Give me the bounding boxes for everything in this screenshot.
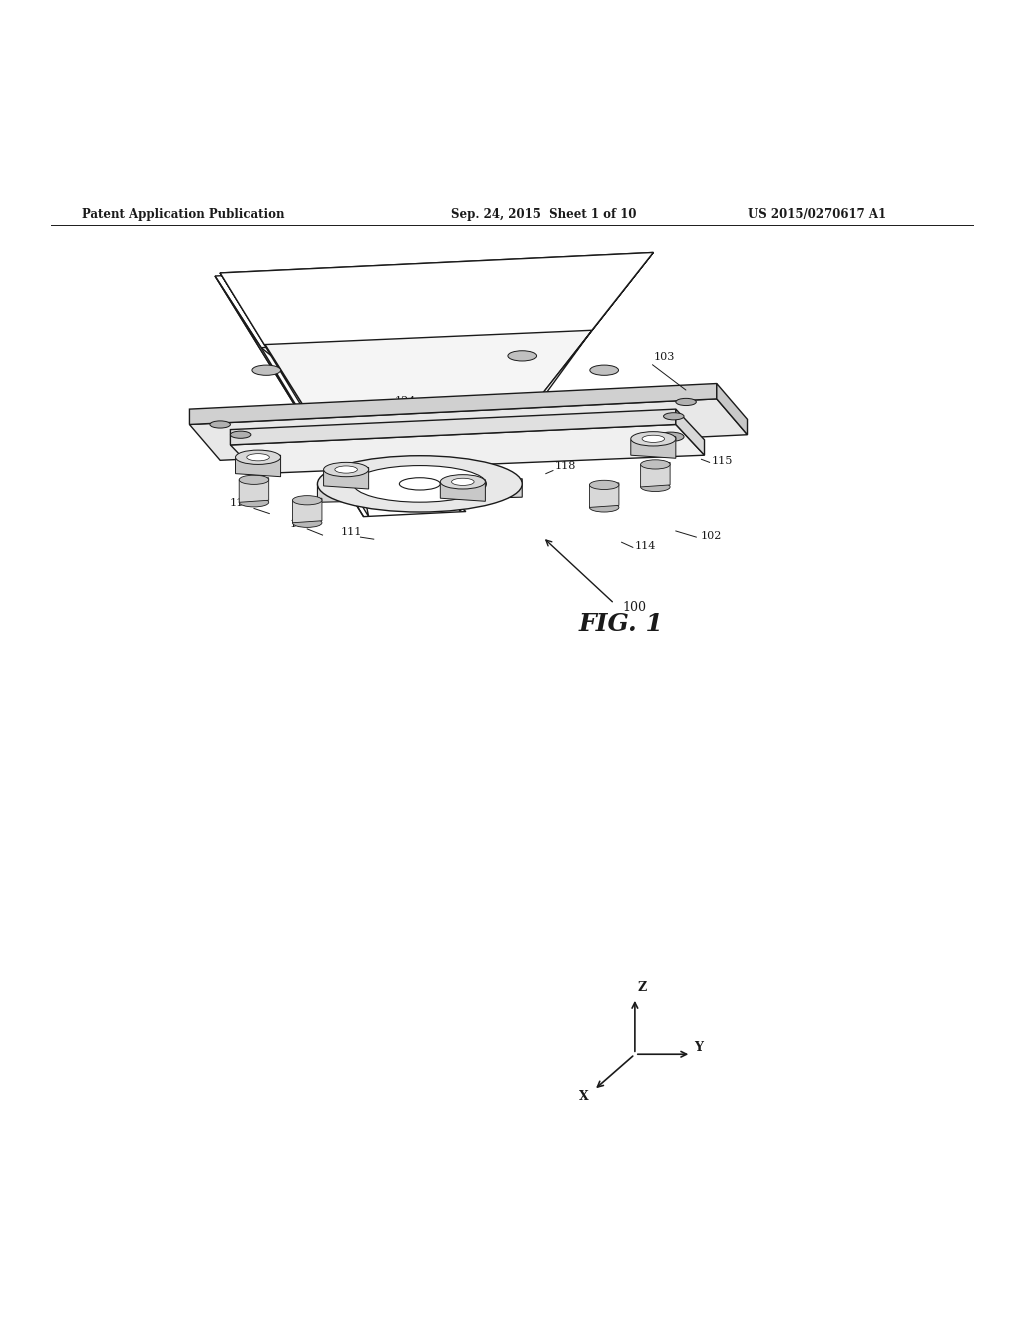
Ellipse shape bbox=[657, 432, 684, 441]
Text: Sep. 24, 2015  Sheet 1 of 10: Sep. 24, 2015 Sheet 1 of 10 bbox=[451, 209, 636, 220]
Ellipse shape bbox=[317, 455, 522, 512]
Text: 104: 104 bbox=[678, 442, 699, 451]
Text: 115: 115 bbox=[712, 457, 733, 466]
Text: 113: 113 bbox=[449, 478, 470, 488]
Text: X: X bbox=[579, 1090, 589, 1104]
Polygon shape bbox=[240, 478, 268, 503]
Ellipse shape bbox=[399, 478, 440, 490]
Ellipse shape bbox=[293, 519, 322, 528]
Ellipse shape bbox=[644, 446, 671, 455]
Ellipse shape bbox=[508, 351, 537, 360]
Ellipse shape bbox=[240, 498, 268, 507]
Ellipse shape bbox=[641, 459, 670, 469]
Text: 102: 102 bbox=[700, 531, 722, 541]
Text: 100: 100 bbox=[623, 601, 646, 614]
Ellipse shape bbox=[335, 466, 357, 473]
Ellipse shape bbox=[248, 450, 274, 459]
Text: 108: 108 bbox=[463, 477, 484, 486]
Ellipse shape bbox=[210, 421, 230, 428]
Ellipse shape bbox=[664, 413, 684, 420]
Polygon shape bbox=[215, 256, 645, 347]
Ellipse shape bbox=[590, 366, 618, 375]
Text: 124: 124 bbox=[394, 396, 416, 407]
Text: 116: 116 bbox=[239, 433, 260, 444]
Text: 114: 114 bbox=[635, 541, 656, 552]
Polygon shape bbox=[230, 425, 705, 474]
Text: 118: 118 bbox=[555, 461, 577, 470]
Text: Patent Application Publication: Patent Application Publication bbox=[82, 209, 285, 220]
Ellipse shape bbox=[324, 462, 369, 477]
Text: Z: Z bbox=[638, 981, 647, 994]
Text: 101: 101 bbox=[290, 519, 311, 529]
Ellipse shape bbox=[293, 495, 322, 504]
Ellipse shape bbox=[238, 465, 264, 474]
Polygon shape bbox=[189, 399, 748, 461]
Ellipse shape bbox=[440, 475, 485, 488]
Polygon shape bbox=[440, 479, 485, 502]
Ellipse shape bbox=[247, 454, 269, 461]
Ellipse shape bbox=[230, 432, 251, 438]
Polygon shape bbox=[215, 276, 466, 516]
Ellipse shape bbox=[631, 432, 676, 446]
Polygon shape bbox=[641, 462, 670, 487]
Ellipse shape bbox=[236, 450, 281, 465]
Text: 117: 117 bbox=[492, 414, 513, 425]
Text: US 2015/0270617 A1: US 2015/0270617 A1 bbox=[748, 209, 886, 220]
Polygon shape bbox=[236, 455, 281, 477]
Polygon shape bbox=[220, 273, 369, 516]
Ellipse shape bbox=[641, 482, 670, 491]
Polygon shape bbox=[293, 498, 322, 523]
Polygon shape bbox=[317, 479, 522, 503]
Polygon shape bbox=[458, 252, 653, 512]
Polygon shape bbox=[189, 384, 717, 425]
Ellipse shape bbox=[590, 503, 618, 512]
Text: 103: 103 bbox=[653, 352, 675, 362]
Text: 122: 122 bbox=[338, 404, 359, 414]
Polygon shape bbox=[631, 437, 676, 458]
Text: 112: 112 bbox=[229, 499, 251, 508]
Ellipse shape bbox=[642, 436, 665, 442]
Text: 111: 111 bbox=[341, 527, 362, 537]
Polygon shape bbox=[230, 409, 676, 445]
Ellipse shape bbox=[590, 480, 618, 490]
Polygon shape bbox=[324, 467, 369, 488]
Ellipse shape bbox=[240, 475, 268, 484]
Text: Y: Y bbox=[694, 1041, 703, 1055]
Polygon shape bbox=[717, 384, 748, 434]
Ellipse shape bbox=[676, 399, 696, 405]
Text: 106: 106 bbox=[417, 484, 438, 494]
Text: 110: 110 bbox=[440, 486, 462, 496]
Polygon shape bbox=[215, 276, 364, 516]
Polygon shape bbox=[676, 409, 705, 455]
Ellipse shape bbox=[252, 366, 281, 375]
Polygon shape bbox=[220, 252, 653, 345]
Polygon shape bbox=[590, 483, 618, 507]
Polygon shape bbox=[220, 252, 653, 507]
Ellipse shape bbox=[452, 478, 474, 486]
Text: FIG. 1: FIG. 1 bbox=[579, 612, 664, 636]
Ellipse shape bbox=[353, 466, 486, 502]
